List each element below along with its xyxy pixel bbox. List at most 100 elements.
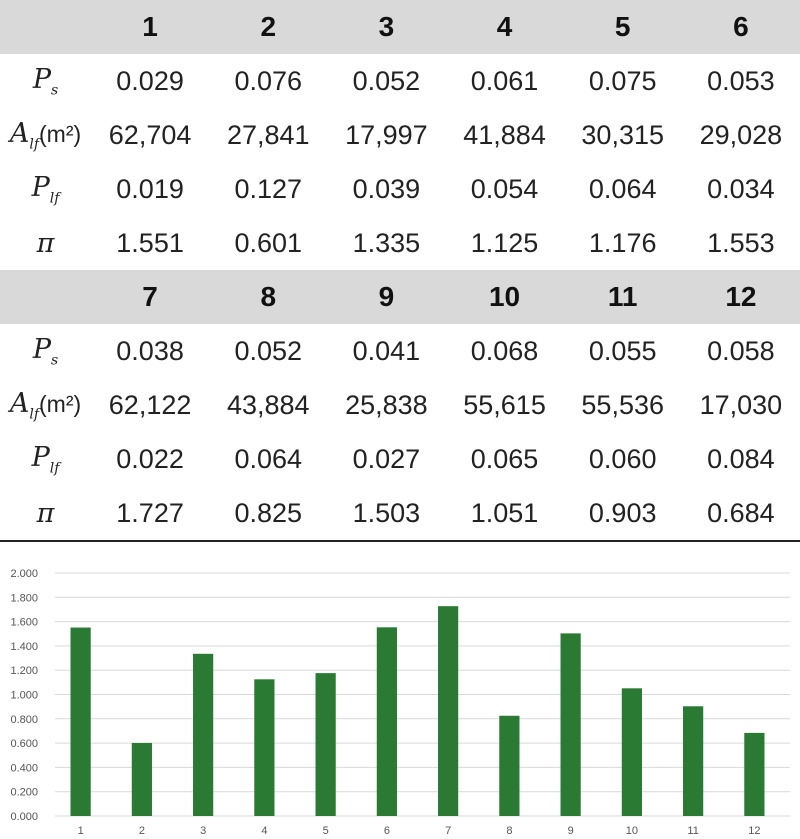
table-cell: 0.084 [707, 443, 775, 474]
table-cell: 0.825 [209, 486, 328, 542]
table-cell: 0.038 [116, 335, 184, 366]
row-label-symbol: A [9, 117, 30, 149]
row-label-subscript: lf [29, 406, 40, 423]
x-tick-label: 1 [78, 825, 84, 837]
table-cell: 41,884 [463, 119, 546, 150]
table-cell: 55,615 [463, 389, 546, 420]
table-cell: 0.064 [588, 173, 657, 204]
row-label-subscript: lf [49, 190, 60, 207]
table-cell: 43,884 [226, 389, 310, 420]
y-tick-label: 2.000 [10, 568, 38, 580]
row-label-symbol: P [32, 63, 51, 95]
bar [621, 688, 642, 816]
header-blank-cell [0, 0, 91, 54]
table-cell: 1.727 [91, 486, 210, 542]
y-tick-label: 1.600 [10, 617, 38, 629]
y-tick-label: 0.200 [10, 787, 38, 799]
table-cell: 1.335 [352, 227, 421, 258]
row-label-pi: π [0, 486, 91, 542]
x-tick-label: 11 [687, 825, 698, 837]
column-header: 8 [209, 270, 328, 324]
row-label-subscript: s [50, 82, 59, 99]
row-label-plf: Plf [0, 162, 91, 216]
column-header: 3 [327, 0, 446, 54]
table-cell: 0.052 [352, 65, 421, 96]
header-blank-cell [0, 270, 91, 324]
column-header: 1 [91, 0, 210, 54]
bar [315, 673, 336, 816]
row-label-plf: Plf [0, 432, 91, 486]
table-cell: 0.075 [588, 65, 657, 96]
table-row: Plf 0.019 0.127 0.039 0.054 0.064 0.034 [0, 162, 800, 216]
table-cell: 25,838 [345, 389, 428, 420]
table-cell: 1.553 [707, 227, 775, 258]
column-header: 4 [445, 0, 564, 54]
bar-chart: 0.000 0.200 0.400 0.600 0.800 1.000 1.200 1.400… [10, 568, 790, 837]
column-header: 6 [681, 0, 800, 54]
y-tick-label: 1.000 [10, 690, 38, 702]
row-label-ps: Ps [0, 324, 91, 378]
x-tick-label: 10 [626, 825, 638, 837]
table-cell: 0.684 [681, 486, 800, 542]
table-row: π 1.727 0.825 1.503 1.051 0.903 0.684 [0, 486, 800, 542]
row-label-unit: (m²) [39, 120, 82, 147]
table-cell: 0.052 [234, 335, 303, 366]
bar [744, 732, 765, 816]
row-label-subscript: lf [29, 136, 40, 153]
table-cell: 0.127 [234, 173, 303, 204]
table-cell: 0.053 [707, 65, 775, 96]
row-label-symbol: π [36, 227, 55, 259]
row-label-symbol: P [31, 441, 50, 473]
table-cell: 27,841 [226, 119, 310, 150]
y-tick-label: 1.800 [10, 592, 38, 604]
table-cell: 0.022 [116, 443, 184, 474]
row-label-alf: Alf(m²) [0, 108, 91, 162]
table-row: Plf 0.022 0.064 0.027 0.065 0.060 0.084 [0, 432, 800, 486]
row-label-subscript: lf [49, 460, 60, 477]
y-tick-label: 1.400 [10, 641, 38, 653]
bar [683, 706, 704, 816]
x-tick-label: 5 [323, 825, 329, 837]
table-cell: 0.903 [563, 486, 682, 542]
x-tick-label: 2 [139, 825, 145, 837]
column-header: 2 [209, 0, 328, 54]
row-label-symbol: A [9, 387, 30, 419]
table-cell: 0.054 [470, 173, 539, 204]
table-cell: 0.065 [470, 443, 539, 474]
x-tick-label: 4 [261, 825, 267, 837]
table-cell: 0.068 [470, 335, 539, 366]
bar [376, 627, 397, 816]
table-cell: 30,315 [581, 119, 664, 150]
x-tick-label: 7 [445, 825, 451, 837]
table-cell: 0.076 [234, 65, 303, 96]
column-header: 12 [681, 270, 800, 324]
x-tick-label: 6 [384, 825, 390, 837]
table-cell: 17,997 [345, 119, 428, 150]
column-header: 5 [563, 0, 682, 54]
table-cell: 0.029 [116, 65, 184, 96]
bar [131, 742, 152, 816]
data-table: 1 2 3 4 5 6 Ps 0.029 0.076 0.052 0.061 0.075 0.053 Al… [0, 0, 800, 542]
row-label-pi: π [0, 216, 91, 270]
table-cell: 1.551 [116, 227, 184, 258]
table-cell: 0.039 [352, 173, 421, 204]
x-tick-label: 9 [568, 825, 574, 837]
table-cell: 17,030 [699, 389, 783, 420]
y-tick-label: 1.200 [10, 665, 38, 677]
y-tick-label: 0.800 [10, 714, 38, 726]
y-tick-label: 0.600 [10, 738, 38, 750]
column-header: 11 [563, 270, 682, 324]
column-header: 7 [91, 270, 210, 324]
bar [499, 715, 520, 816]
column-header: 10 [445, 270, 564, 324]
table-row: Alf(m²) 62,704 27,841 17,997 41,884 30,315 29,… [0, 108, 800, 162]
table-cell: 0.060 [588, 443, 657, 474]
table-cell: 1.051 [445, 486, 564, 542]
table-cell: 0.019 [116, 173, 184, 204]
table-cell: 62,122 [108, 389, 192, 420]
row-label-unit: (m²) [39, 390, 82, 417]
table-cell: 0.055 [588, 335, 657, 366]
table-cell: 1.176 [588, 227, 657, 258]
table-cell: 62,704 [108, 119, 192, 150]
